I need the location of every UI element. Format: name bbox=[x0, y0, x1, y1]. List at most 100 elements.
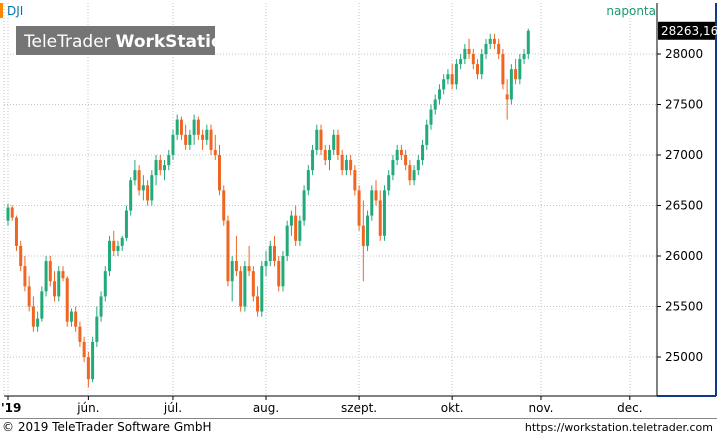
candle-body-down bbox=[239, 271, 243, 307]
candle-body-up bbox=[442, 79, 446, 90]
candle-body-up bbox=[57, 271, 61, 297]
candle-body-down bbox=[497, 43, 501, 54]
footer-url-link[interactable]: https://workstation.teletrader.com bbox=[524, 421, 713, 434]
watermark-brand-bold: WorkStation bbox=[116, 32, 235, 52]
candle-body-down bbox=[222, 190, 226, 221]
candle-body-up bbox=[298, 220, 302, 241]
y-tick-label: 26000 bbox=[665, 249, 703, 263]
candle-body-up bbox=[526, 30, 530, 54]
candle-body-down bbox=[61, 271, 65, 279]
candle-body-up bbox=[416, 160, 420, 171]
candle-body-up bbox=[285, 225, 289, 256]
candle-body-up bbox=[192, 119, 196, 135]
candle-body-up bbox=[459, 59, 463, 65]
candle-body-down bbox=[27, 286, 31, 307]
candle-body-up bbox=[480, 54, 484, 75]
candle-body-down bbox=[201, 134, 205, 140]
candle-body-down bbox=[196, 119, 200, 135]
candle-body-down bbox=[361, 225, 365, 246]
candle-body-down bbox=[179, 119, 183, 135]
candle-body-up bbox=[268, 245, 272, 262]
candle-body-up bbox=[175, 119, 179, 135]
candle-body-down bbox=[323, 149, 327, 161]
watermark-brand-light: TeleTrader bbox=[23, 32, 111, 52]
candle-body-up bbox=[163, 165, 167, 171]
candle-body-down bbox=[23, 266, 27, 287]
candle-body-down bbox=[10, 207, 14, 218]
candle-body-up bbox=[463, 48, 467, 60]
candle-body-down bbox=[467, 48, 471, 54]
candle-body-down bbox=[78, 326, 82, 342]
candle-body-down bbox=[53, 281, 57, 297]
candle-body-up bbox=[95, 316, 99, 342]
candle-body-down bbox=[218, 155, 221, 191]
candle-body-down bbox=[319, 129, 323, 150]
candle-body-up bbox=[133, 170, 137, 181]
x-tick-label: júl. bbox=[163, 401, 182, 415]
candle-body-down bbox=[146, 185, 150, 201]
candle-body-down bbox=[340, 155, 344, 171]
candle-body-down bbox=[349, 160, 353, 171]
candle-body-up bbox=[6, 207, 10, 221]
candle-body-up bbox=[395, 149, 399, 161]
candle-body-down bbox=[48, 261, 52, 282]
candle-body-up bbox=[116, 245, 120, 251]
x-tick-label: nov. bbox=[529, 401, 554, 415]
y-tick-label: 28000 bbox=[665, 47, 703, 61]
candle-body-down bbox=[247, 266, 251, 272]
candle-body-up bbox=[509, 69, 513, 100]
candle-body-down bbox=[501, 54, 505, 85]
candle-body-up bbox=[40, 291, 44, 319]
candle-body-down bbox=[74, 311, 78, 327]
candle-body-up bbox=[44, 261, 48, 292]
x-tick-label: szept. bbox=[341, 401, 377, 415]
last-price-box bbox=[658, 21, 715, 40]
candle-body-up bbox=[344, 160, 348, 171]
plot-area bbox=[4, 3, 657, 396]
candle-body-down bbox=[213, 149, 217, 155]
candle-body-up bbox=[488, 38, 492, 44]
candle-body-down bbox=[184, 134, 188, 145]
candle-body-down bbox=[374, 190, 378, 201]
candle-body-up bbox=[260, 266, 264, 312]
candle-body-down bbox=[404, 155, 408, 166]
candle-body-up bbox=[167, 155, 171, 166]
candle-body-down bbox=[277, 261, 281, 287]
candle-body-up bbox=[171, 134, 175, 155]
candle-body-up bbox=[412, 170, 416, 181]
watermark-logo-box bbox=[16, 26, 215, 55]
candle-body-up bbox=[332, 134, 336, 150]
candle-body-up bbox=[141, 185, 145, 191]
candle-body-up bbox=[425, 124, 429, 145]
copyright-text: © 2019 TeleTrader Software GmbH bbox=[2, 420, 212, 434]
candle-body-up bbox=[302, 190, 306, 221]
candle-body-up bbox=[103, 271, 107, 297]
candle-body-down bbox=[19, 245, 23, 267]
candle-body-down bbox=[476, 64, 480, 75]
candle-body-up bbox=[69, 311, 73, 322]
candle-body-down bbox=[505, 94, 509, 100]
candle-body-up bbox=[154, 160, 158, 176]
x-tick-label: dec. bbox=[617, 401, 642, 415]
candle-body-up bbox=[391, 160, 395, 176]
y-tick-label: 27500 bbox=[665, 98, 703, 112]
candle-body-down bbox=[272, 245, 276, 262]
period-label: naponta bbox=[606, 4, 656, 18]
candle-body-up bbox=[91, 341, 95, 380]
candle-body-up bbox=[429, 109, 433, 125]
y-tick-label: 27000 bbox=[665, 148, 703, 162]
x-tick-label: okt. bbox=[441, 401, 464, 415]
candle-body-down bbox=[234, 261, 238, 272]
candle-body-up bbox=[124, 210, 128, 238]
candle-body-down bbox=[251, 271, 255, 297]
candle-body-up bbox=[129, 180, 133, 211]
candle-body-up bbox=[205, 129, 209, 140]
candle-body-down bbox=[450, 74, 454, 85]
candle-body-up bbox=[306, 170, 310, 191]
candle-body-down bbox=[31, 306, 35, 327]
candle-body-up bbox=[315, 129, 319, 150]
candle-body-down bbox=[378, 200, 382, 236]
candle-body-down bbox=[294, 215, 298, 241]
candle-body-down bbox=[492, 38, 496, 44]
